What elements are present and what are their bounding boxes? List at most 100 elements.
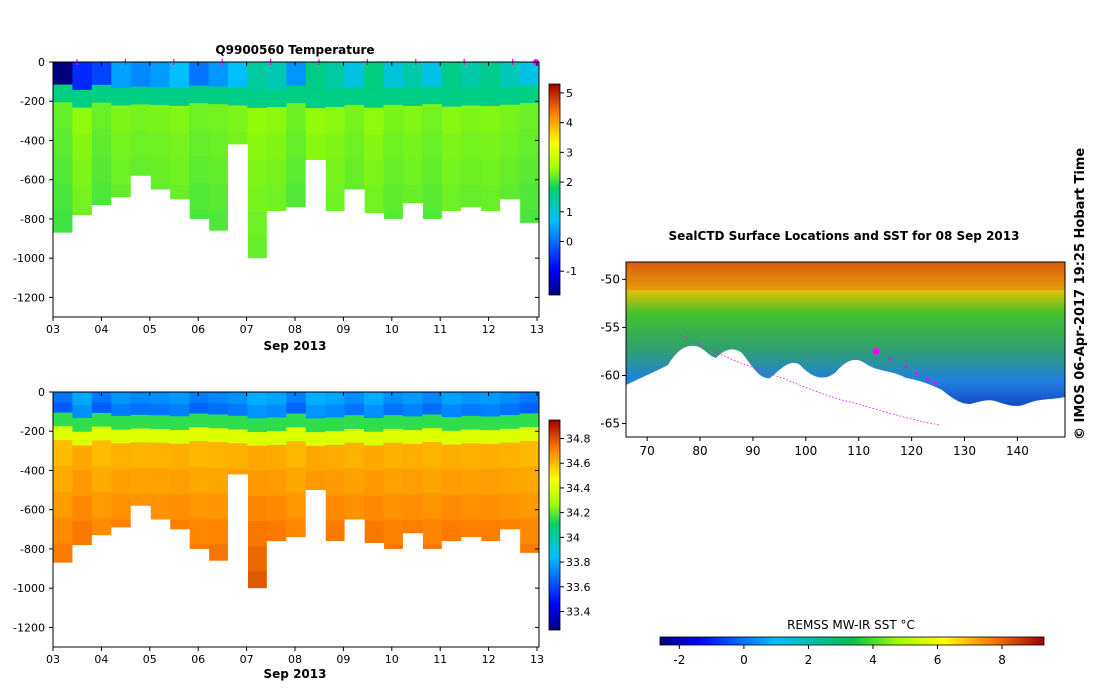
section-cell xyxy=(519,413,539,428)
lat-tick-label: -55 xyxy=(600,320,620,334)
section-cell xyxy=(91,426,112,441)
section-cell xyxy=(227,415,248,431)
section-cell xyxy=(364,76,385,91)
section-cell xyxy=(286,427,307,442)
salinity-section-chart: 0 -200 -400 -600 -800 -1000 -1200 03 04 05 06 07 08… xyxy=(13,386,590,681)
temperature-colorbar xyxy=(548,83,561,296)
section-cell xyxy=(111,403,132,417)
profile-bottom-mask xyxy=(111,527,132,647)
section-cell xyxy=(169,430,190,445)
profile-bottom-mask xyxy=(266,211,287,317)
section-cell xyxy=(364,90,385,100)
section-cell xyxy=(344,403,365,416)
section-cell xyxy=(480,392,501,405)
section-cell xyxy=(247,160,268,187)
section-cell xyxy=(383,62,404,76)
profile-bottom-mask xyxy=(480,541,501,647)
section-cell xyxy=(189,518,210,545)
x-tick-label: 07 xyxy=(240,323,254,336)
section-cell xyxy=(441,444,462,471)
temperature-below-profile-mask xyxy=(53,144,539,317)
section-cell xyxy=(402,430,423,445)
section-cell xyxy=(383,493,404,520)
section-cell xyxy=(208,414,229,429)
section-cell xyxy=(247,62,268,77)
section-cell xyxy=(169,97,190,107)
section-cell xyxy=(150,493,171,520)
section-cell xyxy=(383,184,404,212)
section-cell xyxy=(130,95,151,106)
x-tick-label: 09 xyxy=(336,653,350,666)
sst-colorbar-tick-label: -2 xyxy=(673,653,685,667)
section-cell xyxy=(325,89,346,99)
sst-latitude-axis: -50 -55 -60 -65 xyxy=(600,272,626,431)
section-cell xyxy=(53,155,74,184)
section-cell xyxy=(383,403,404,416)
section-cell xyxy=(461,392,482,405)
section-cell xyxy=(344,428,365,444)
section-cell xyxy=(130,414,151,430)
section-cell xyxy=(150,403,171,416)
section-cell xyxy=(480,97,501,107)
sst-warm-band xyxy=(626,262,1065,290)
section-cell xyxy=(364,392,385,406)
x-tick-label: 11 xyxy=(433,653,447,666)
salinity-colorbar xyxy=(548,419,561,631)
section-cell xyxy=(266,133,287,161)
section-cell xyxy=(227,96,248,106)
section-cell xyxy=(189,427,210,442)
section-cell xyxy=(72,392,93,406)
sst-map-title: SealCTD Surface Locations and SST for 08… xyxy=(669,229,1020,243)
profile-bottom-mask xyxy=(461,537,482,647)
section-cell xyxy=(344,74,365,88)
section-cell xyxy=(461,494,482,521)
profile-bottom-mask xyxy=(247,258,268,317)
profile-bottom-mask xyxy=(189,548,210,647)
section-cell xyxy=(169,75,190,89)
salinity-colorbar-ticks: 34.8 34.6 34.4 34.2 34 33.8 33.6 33.4 xyxy=(560,433,591,618)
section-cell xyxy=(189,441,210,468)
track-point xyxy=(872,347,880,355)
section-cell xyxy=(111,74,132,89)
section-cell xyxy=(286,183,307,211)
section-cell xyxy=(461,415,482,431)
section-cell xyxy=(111,96,132,107)
section-cell xyxy=(441,520,462,547)
x-tick-label: 03 xyxy=(46,323,60,336)
profile-bottom-mask xyxy=(344,189,365,317)
section-cell xyxy=(402,62,423,76)
section-cell xyxy=(500,62,521,76)
section-cell xyxy=(519,518,539,545)
section-cell xyxy=(53,491,74,519)
section-cell xyxy=(364,98,385,109)
section-cell xyxy=(422,493,443,520)
section-cell xyxy=(402,132,423,160)
section-cell xyxy=(130,442,151,469)
section-cell xyxy=(519,402,539,414)
section-cell xyxy=(208,62,229,75)
colorbar-tick-label: 33.6 xyxy=(566,581,591,594)
section-cell xyxy=(402,404,423,417)
lon-tick-label: 140 xyxy=(1006,444,1029,458)
lon-tick-label: 90 xyxy=(745,444,760,458)
section-cell xyxy=(325,520,346,547)
section-cell xyxy=(461,468,482,495)
section-cell xyxy=(227,429,248,444)
section-cell xyxy=(247,392,268,406)
sst-longitude-axis: 70 80 90 100 110 120 130 140 xyxy=(640,437,1029,458)
profile-bottom-mask xyxy=(441,541,462,647)
x-tick-label: 11 xyxy=(433,323,447,336)
section-cell xyxy=(266,520,287,547)
section-cell xyxy=(208,95,229,105)
profile-bottom-mask xyxy=(150,189,171,317)
section-cell xyxy=(189,62,210,75)
temperature-chart-title: Q9900560 Temperature xyxy=(215,43,374,57)
x-tick-label: 06 xyxy=(191,323,205,336)
section-cell xyxy=(305,445,326,472)
section-cell xyxy=(422,104,443,132)
y-tick-label: -600 xyxy=(20,174,45,187)
salinity-x-axis-label: Sep 2013 xyxy=(264,667,327,681)
section-cell xyxy=(500,428,521,444)
section-cell xyxy=(130,74,151,88)
section-cell xyxy=(227,74,248,89)
